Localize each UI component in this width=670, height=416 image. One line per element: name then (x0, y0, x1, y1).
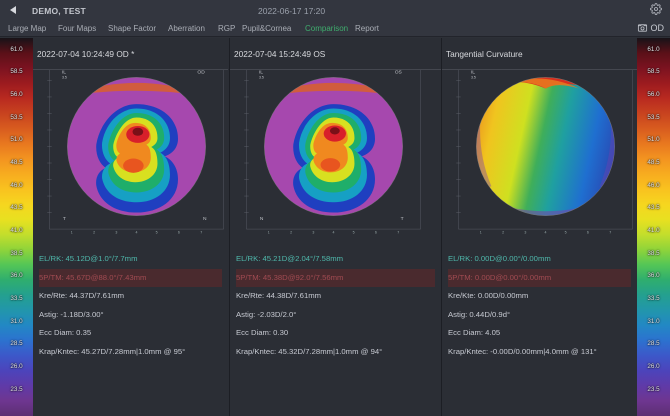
svg-text:4: 4 (333, 231, 335, 235)
svg-text:7: 7 (609, 231, 611, 235)
svg-text:5: 5 (156, 231, 158, 235)
svg-text:3: 3 (115, 231, 117, 235)
svg-text:1: 1 (71, 231, 73, 235)
svg-text:2: 2 (290, 231, 292, 235)
svg-text:3.5: 3.5 (259, 76, 264, 80)
svg-text:IL: IL (62, 70, 66, 76)
svg-text:2: 2 (93, 231, 95, 235)
svg-text:4: 4 (545, 231, 547, 235)
svg-text:T: T (401, 216, 404, 222)
svg-text:T: T (63, 216, 66, 222)
svg-text:3: 3 (312, 231, 314, 235)
svg-text:1: 1 (480, 231, 482, 235)
svg-text:7: 7 (397, 231, 399, 235)
svg-text:2: 2 (502, 231, 504, 235)
svg-text:N: N (203, 216, 207, 222)
svg-text:5: 5 (565, 231, 567, 235)
svg-text:4: 4 (136, 231, 138, 235)
svg-text:N: N (260, 216, 264, 222)
svg-text:5: 5 (353, 231, 355, 235)
svg-text:1: 1 (268, 231, 270, 235)
svg-text:OS: OS (395, 70, 403, 76)
svg-text:6: 6 (375, 231, 377, 235)
svg-text:7: 7 (200, 231, 202, 235)
svg-text:OD: OD (197, 70, 205, 76)
svg-text:IL: IL (259, 70, 263, 76)
svg-text:6: 6 (587, 231, 589, 235)
svg-text:6: 6 (178, 231, 180, 235)
svg-text:3: 3 (524, 231, 526, 235)
svg-text:3.5: 3.5 (62, 76, 67, 80)
svg-text:3.5: 3.5 (471, 76, 476, 80)
svg-text:IL: IL (471, 70, 475, 76)
